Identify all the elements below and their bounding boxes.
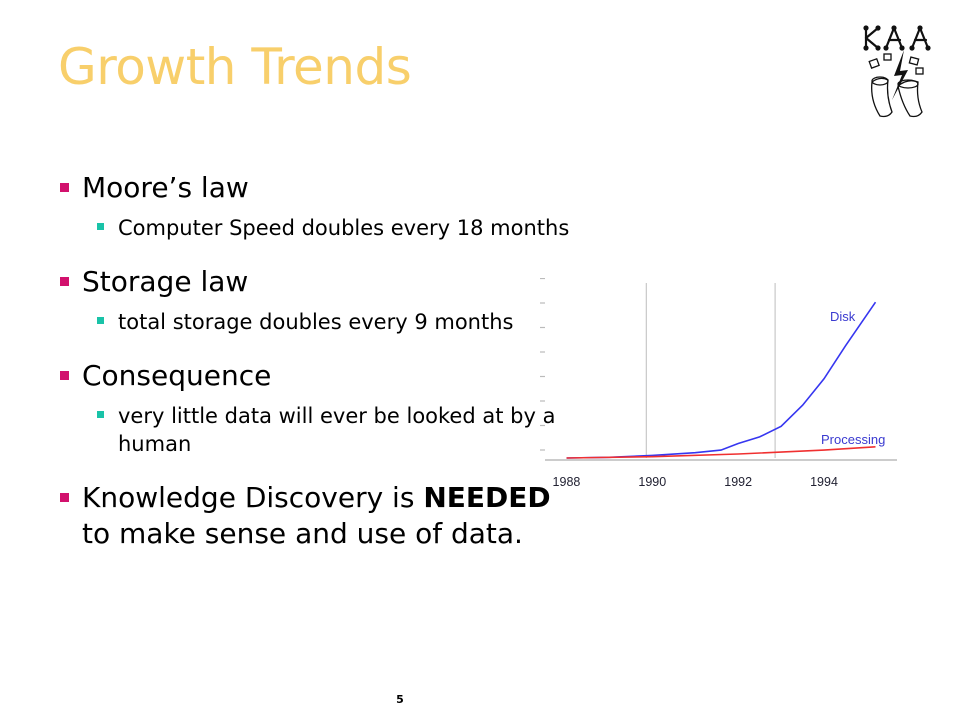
x-tick-label-1992: 1992 [724, 475, 752, 489]
kdd-logo-icon [863, 25, 931, 118]
kd-text-before: Knowledge Discovery is [82, 481, 424, 514]
sub-bullet-little-data-looked-at: very little data will ever be looked at … [94, 402, 578, 458]
series-line-disk [566, 301, 877, 459]
bullet-group-knowledge-discovery: Knowledge Discovery is NEEDED to make se… [58, 480, 578, 552]
bullet-group-storage-law: Storage law total storage doubles every … [58, 264, 578, 336]
bullet-storage-law: Storage law [58, 264, 578, 300]
bullet-group-moores-law: Moore’s law Computer Speed doubles every… [58, 170, 578, 242]
bullet-group-consequence: Consequence very little data will ever b… [58, 358, 578, 458]
kd-text-bold: NEEDED [423, 481, 551, 514]
series-label-processing: Processing [821, 432, 885, 447]
growth-chart: 1988 1990 1992 1994 Disk Processing [540, 278, 897, 489]
series-label-disk: Disk [830, 309, 856, 324]
page-number: 5 [396, 693, 404, 706]
slide-title: Growth Trends [58, 38, 412, 96]
x-tick-label-1994: 1994 [810, 475, 838, 489]
series-line-processing [566, 446, 876, 459]
sub-bullet-computer-speed: Computer Speed doubles every 18 months [94, 214, 578, 242]
bullet-knowledge-discovery: Knowledge Discovery is NEEDED to make se… [58, 480, 578, 552]
sub-bullet-total-storage: total storage doubles every 9 months [94, 308, 578, 336]
bullet-consequence: Consequence [58, 358, 578, 394]
kd-text-after: to make sense and use of data. [82, 517, 523, 550]
bullet-list: Moore’s law Computer Speed doubles every… [58, 170, 578, 552]
bullet-moores-law: Moore’s law [58, 170, 578, 206]
x-tick-label-1988: 1988 [553, 475, 581, 489]
x-tick-label-1990: 1990 [638, 475, 666, 489]
